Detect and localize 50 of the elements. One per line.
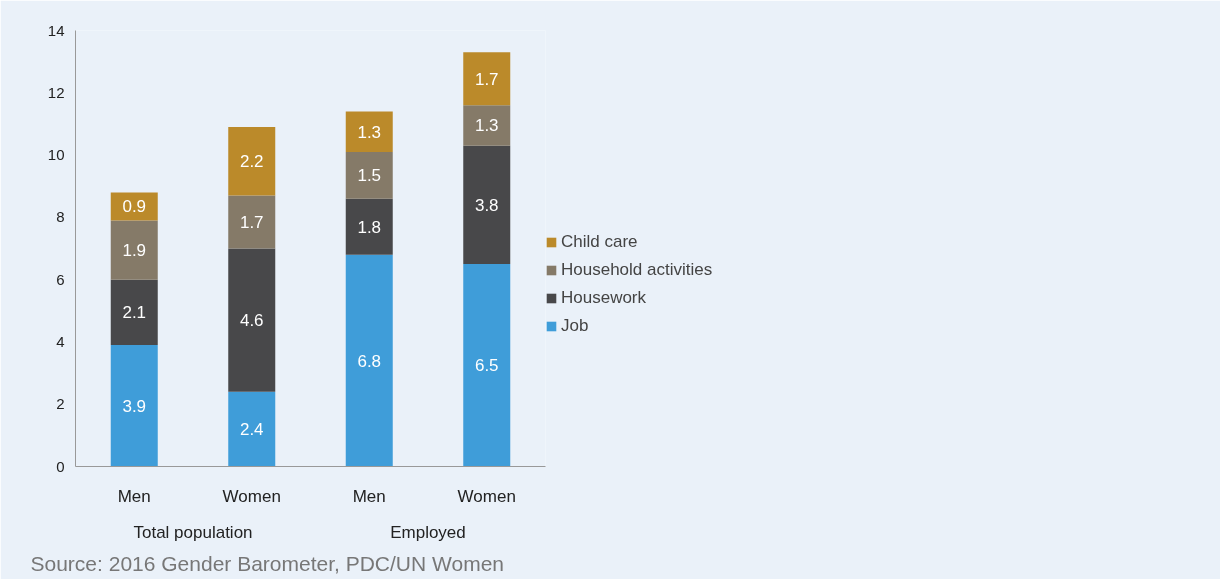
- legend-label: Job: [561, 316, 589, 336]
- data-label: 3.9: [122, 396, 147, 416]
- y-tick-label: 14: [47, 21, 65, 39]
- data-label: 2.2: [239, 152, 264, 172]
- bar: [463, 264, 511, 467]
- data-label: 3.8: [474, 195, 499, 215]
- data-label: 4.6: [239, 311, 264, 331]
- legend-label: Child care: [561, 232, 638, 252]
- data-label: 6.5: [474, 356, 499, 376]
- text: Total population: [133, 522, 253, 542]
- legend-label: Household activities: [561, 260, 713, 280]
- bar: [345, 254, 393, 467]
- data-label: 1.3: [357, 122, 382, 142]
- y-tick-label: 12: [47, 83, 65, 101]
- y-tick-label: 2: [56, 395, 65, 413]
- bar: [463, 145, 511, 265]
- bar: [345, 198, 393, 255]
- data-label: 0.9: [122, 197, 147, 217]
- bar: [228, 248, 276, 392]
- source-note: Source: 2016 Gender Barometer, PDC/UN Women: [30, 551, 504, 575]
- bar: [463, 105, 511, 146]
- bar: [345, 151, 393, 199]
- bar: [463, 52, 511, 106]
- data-label: 1.3: [474, 116, 499, 136]
- data-label: 2.1: [122, 303, 147, 323]
- data-label: 1.8: [357, 217, 382, 237]
- bar: [110, 220, 158, 280]
- bar: [345, 111, 393, 152]
- y-tick-label: 10: [47, 146, 65, 164]
- x-tick-label: Men: [352, 486, 386, 506]
- legend-label: Housework: [561, 288, 647, 308]
- bar: [110, 345, 158, 467]
- y-tick-label: 4: [56, 332, 65, 350]
- data-label: 1.7: [474, 69, 499, 89]
- x-tick-label: Women: [222, 486, 281, 506]
- data-label: 1.7: [239, 213, 264, 233]
- x-tick-label: Men: [117, 486, 151, 506]
- data-label: 2.4: [239, 420, 264, 440]
- text: Employed: [390, 522, 466, 542]
- y-tick-label: 8: [56, 208, 65, 226]
- y-tick-label: 0: [56, 457, 65, 475]
- bar: [228, 127, 276, 196]
- x-tick-label: Women: [457, 486, 516, 506]
- data-label: 6.8: [357, 351, 382, 371]
- bar: [110, 279, 158, 346]
- bar: [228, 391, 276, 467]
- bar: [228, 195, 276, 249]
- y-tick-label: 6: [56, 270, 65, 288]
- data-label: 1.5: [357, 166, 382, 186]
- data-label: 1.9: [122, 241, 147, 261]
